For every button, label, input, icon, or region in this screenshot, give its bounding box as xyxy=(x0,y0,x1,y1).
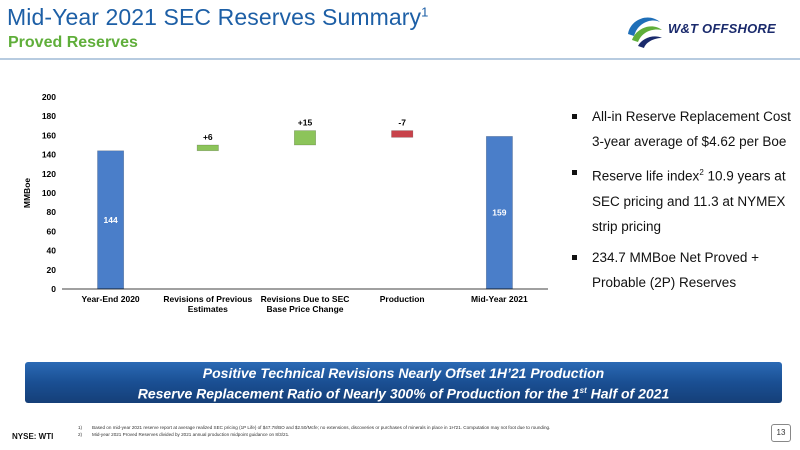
y-tick-label: 80 xyxy=(47,207,57,217)
page-subtitle: Proved Reserves xyxy=(8,34,138,51)
company-logo-text: W&T OFFSHORE xyxy=(668,21,776,36)
y-tick-label: 0 xyxy=(51,284,56,294)
banner-line-1: Positive Technical Revisions Nearly Offs… xyxy=(202,365,605,381)
bullet-marker xyxy=(572,114,577,119)
x-category-label: Revisions of Previous xyxy=(163,294,252,304)
highlight-item: 234.7 MMBoe Net Proved + Probable (2P) R… xyxy=(572,245,797,295)
footnote-2: 2) Mid-year 2021 Proved Reserves divided … xyxy=(78,431,290,437)
y-tick-label: 60 xyxy=(47,226,57,236)
y-tick-label: 40 xyxy=(47,246,57,256)
bullet-marker xyxy=(572,170,577,175)
swirl-logo-icon xyxy=(624,10,664,50)
y-tick-label: 200 xyxy=(42,92,56,102)
x-category-label: Revisions Due to SEC xyxy=(261,294,350,304)
footnote-1: 1) Based on mid-year 2021 reserve report … xyxy=(78,425,551,430)
highlight-item: Reserve life index2 10.9 years at SEC pr… xyxy=(572,160,797,239)
page-number: 13 xyxy=(771,424,791,442)
y-tick-label: 180 xyxy=(42,111,56,121)
banner-line-2: Reserve Replacement Ratio of Nearly 300%… xyxy=(137,385,670,402)
header-divider xyxy=(0,58,800,60)
title-footnote-marker: 1 xyxy=(421,4,429,20)
total-bar xyxy=(97,150,125,290)
increase-bar xyxy=(196,144,219,152)
highlight-item: All-in Reserve Replacement Cost 3-year a… xyxy=(572,104,797,154)
x-category-label: Base Price Change xyxy=(266,304,343,314)
data-label: +6 xyxy=(203,132,213,142)
data-label: 159 xyxy=(492,208,506,218)
company-logo: W&T OFFSHORE xyxy=(622,8,794,54)
reserves-waterfall-chart: MMBoe 0 20 40 60 80 100 120 140 160 180 200 144 +6 +… xyxy=(22,92,548,314)
summary-banner: Positive Technical Revisions Nearly Offs… xyxy=(25,362,782,403)
x-category-label: Production xyxy=(380,294,425,304)
data-label: -7 xyxy=(398,118,406,128)
footnotes: 1) Based on mid-year 2021 reserve report … xyxy=(78,425,550,438)
y-axis-label: MMBoe xyxy=(22,178,32,208)
bullet-marker xyxy=(572,254,577,260)
y-tick-label: 140 xyxy=(42,150,56,160)
increase-bar xyxy=(294,130,316,146)
stock-ticker: NYSE: WTI xyxy=(12,432,54,441)
y-tick-label: 160 xyxy=(42,130,56,140)
data-label: 144 xyxy=(104,215,118,225)
highlights-list: All-in Reserve Replacement Cost 3-year a… xyxy=(572,104,797,301)
y-tick-label: 20 xyxy=(47,265,57,275)
y-tick-label: 120 xyxy=(42,169,56,179)
data-label: +15 xyxy=(298,118,313,128)
y-tick-label: 100 xyxy=(42,188,56,198)
footnote-marker: 2 xyxy=(699,168,704,177)
x-category-label: Year-End 2020 xyxy=(82,294,140,304)
x-category-label: Mid-Year 2021 xyxy=(471,294,528,304)
page-title: Mid-Year 2021 SEC Reserves Summary1 xyxy=(7,4,429,30)
decrease-bar xyxy=(391,130,414,138)
x-category-label: Estimates xyxy=(188,304,228,314)
